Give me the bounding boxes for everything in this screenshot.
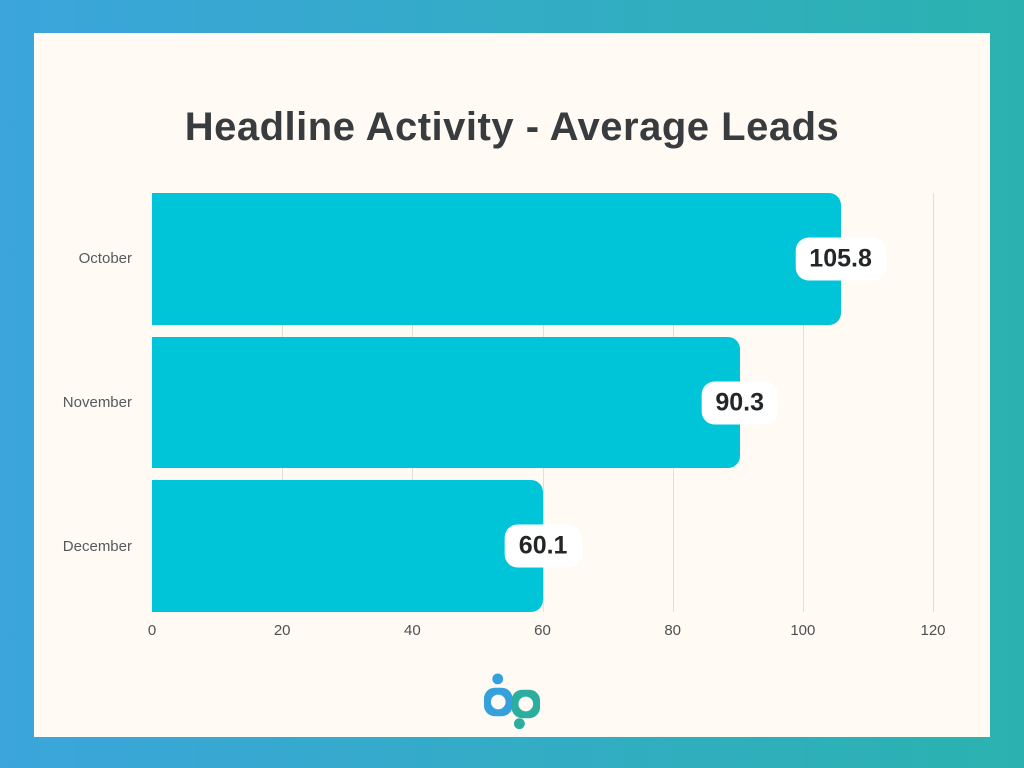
- value-label: 105.8: [795, 237, 886, 281]
- category-axis: October November December: [34, 193, 142, 612]
- category-label: December: [62, 537, 132, 555]
- chart-card: Headline Activity - Average Leads 105.8 9…: [34, 33, 990, 737]
- gridline: [933, 193, 934, 612]
- plot-area: 105.8 90.3 60.1: [152, 193, 934, 613]
- bar-rows: 105.8 90.3 60.1: [152, 193, 933, 613]
- bar-november: [152, 336, 740, 469]
- x-tick-label: 80: [664, 622, 681, 639]
- x-tick-label: 120: [920, 622, 946, 639]
- x-tick-label: 20: [273, 622, 291, 639]
- x-tick-label: 40: [403, 622, 421, 639]
- bar-row: 90.3: [152, 336, 933, 469]
- category-label: November: [62, 394, 132, 411]
- value-axis: 0 20 40 60 80 100 120: [148, 622, 946, 644]
- x-tick-label: 0: [147, 622, 157, 639]
- category-label: October: [78, 250, 132, 268]
- value-label: 90.3: [701, 381, 779, 424]
- x-tick-label: 100: [790, 622, 816, 639]
- x-tick-label: 60: [534, 622, 551, 639]
- bar-row: 60.1: [152, 480, 933, 613]
- value-label: 60.1: [504, 524, 582, 568]
- bar-october: [152, 193, 841, 325]
- bp-logo-icon: [483, 673, 541, 730]
- bar-december: [152, 480, 544, 613]
- gridline: [802, 193, 804, 612]
- chart-title: Headline Activity - Average Leads: [184, 105, 840, 149]
- bar-row: 105.8: [152, 193, 933, 325]
